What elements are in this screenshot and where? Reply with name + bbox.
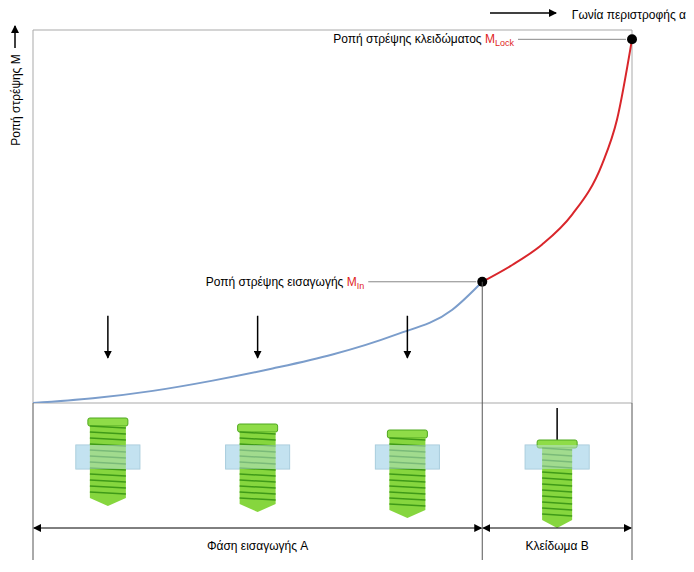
svg-text:Ροπή στρέψης M: Ροπή στρέψης M [9,54,23,145]
svg-text:Γωνία περιστροφής α: Γωνία περιστροφής α [572,8,686,22]
svg-text:Ροπή στρέψης κλειδώματος MLock: Ροπή στρέψης κλειδώματος MLock [333,32,514,48]
svg-text:Ροπή στρέψης εισαγωγής MIn: Ροπή στρέψης εισαγωγής MIn [206,275,365,291]
svg-text:Φάση εισαγωγής A: Φάση εισαγωγής A [207,539,308,553]
svg-text:Κλείδωμα B: Κλείδωμα B [525,539,588,553]
